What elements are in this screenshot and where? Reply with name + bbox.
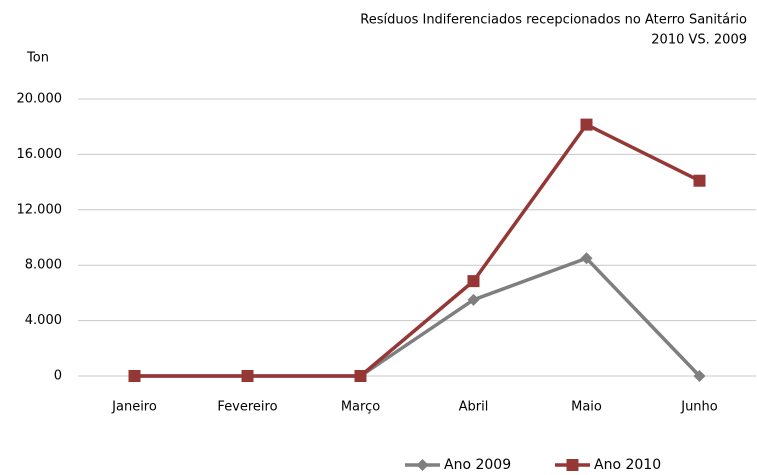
x-tick-label: Junho <box>680 400 718 415</box>
point <box>580 252 593 265</box>
point <box>128 370 141 382</box>
x-tick-label: Maio <box>571 400 602 415</box>
y-tick-label: 16.000 <box>17 147 63 162</box>
point <box>241 370 254 382</box>
point <box>693 370 706 382</box>
point <box>467 275 480 288</box>
chart-subtitle: 2010 VS. 2009 <box>651 33 747 48</box>
legend-marker <box>416 459 429 471</box>
point <box>467 293 480 306</box>
y-tick-label: 20.000 <box>17 92 63 107</box>
y-tick-label: 0 <box>54 369 62 384</box>
y-tick-label: 4.000 <box>25 313 62 328</box>
legend-marker <box>566 459 579 471</box>
series-line <box>134 122 701 378</box>
legend-label: Ano 2009 <box>444 457 511 473</box>
legend-label: Ano 2010 <box>594 457 661 473</box>
y-tick-label: 12.000 <box>17 202 63 217</box>
x-tick-label: Fevereiro <box>217 400 277 415</box>
chart-title: Resíduos Indiferenciados recepcionados n… <box>360 13 747 28</box>
y-axis-label: Ton <box>26 51 49 66</box>
x-tick-label: Abril <box>459 400 489 415</box>
point <box>693 174 706 187</box>
point <box>354 370 367 382</box>
x-tick-label: Março <box>341 400 380 415</box>
point <box>580 118 593 131</box>
series-line <box>134 256 701 378</box>
x-tick-label: Janeiro <box>111 400 157 415</box>
y-tick-label: 8.000 <box>25 258 62 273</box>
